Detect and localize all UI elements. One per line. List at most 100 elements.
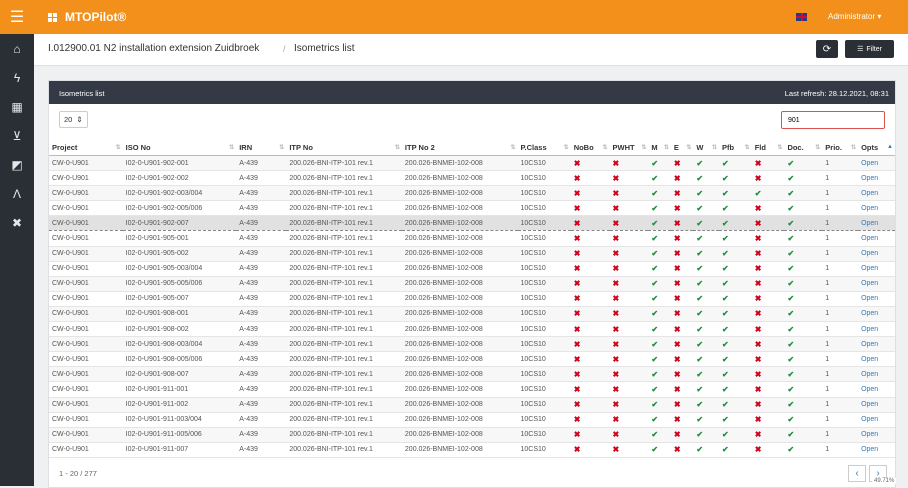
table-row[interactable]: CW-0-U901 I02-0-U901-902-005/006 A-439 200.… xyxy=(49,200,895,217)
brand[interactable]: MTOPilot® xyxy=(48,10,126,24)
open-link[interactable]: Open xyxy=(858,321,895,338)
table-cell: 200.026-BNMEI-102-008 xyxy=(401,230,518,247)
home-icon[interactable]: ⌂ xyxy=(13,41,21,56)
building-icon[interactable]: ▦ xyxy=(11,99,23,114)
column-header[interactable]: Project ⇅ xyxy=(49,140,123,156)
table-row[interactable]: CW-0-U901 I02-0-U901-902-002 A-439 200.026-… xyxy=(49,170,895,187)
search-input[interactable] xyxy=(781,111,885,129)
table-cell: 1 xyxy=(822,215,859,232)
table-row[interactable]: CW-0-U901 I02-0-U901-908-003/004 A-439 200.… xyxy=(49,336,895,353)
table-row[interactable]: CW-0-U901 I02-0-U901-902-007 A-439 200.026-… xyxy=(49,215,895,232)
open-link[interactable]: Open xyxy=(858,442,895,458)
open-link[interactable]: Open xyxy=(858,366,895,383)
table-row[interactable]: CW-0-U901 I02-0-U901-905-007 A-439 200.026-… xyxy=(49,291,895,307)
table-row[interactable]: CW-0-U901 I02-0-U901-911-002 A-439 200.026-… xyxy=(49,397,895,413)
open-link[interactable]: Open xyxy=(858,397,895,413)
road-icon[interactable]: Λ xyxy=(12,186,21,201)
column-header[interactable]: M ⇅ xyxy=(648,140,671,156)
open-link[interactable]: Open xyxy=(858,230,895,247)
language-flag-icon[interactable] xyxy=(796,13,807,21)
table-row[interactable]: CW-0-U901 I02-0-U901-908-005/006 A-439 200.… xyxy=(49,351,895,368)
user-menu[interactable]: Administrator ▾ xyxy=(828,12,882,21)
table-row[interactable]: CW-0-U901 I02-0-U901-905-003/004 A-439 200.… xyxy=(49,261,895,277)
table-cell: CW-0-U901 xyxy=(49,412,123,428)
table-row[interactable]: CW-0-U901 I02-0-U901-908-001 A-439 200.026-… xyxy=(49,306,895,323)
table-cell: 10CS10 xyxy=(517,366,571,383)
column-header[interactable]: PWHT ⇅ xyxy=(609,140,649,156)
table-cell: I02-0-U901-905-007 xyxy=(122,291,237,307)
open-link[interactable]: Open xyxy=(858,427,895,443)
table-cell: 200.026-BNI-ITP-101 rev.1 xyxy=(286,276,402,292)
table-row[interactable]: CW-0-U901 I02-0-U901-905-001 A-439 200.026-… xyxy=(49,230,895,247)
table-cell: 1 xyxy=(822,306,859,323)
table-cell: A-439 xyxy=(236,276,287,292)
cart-icon[interactable]: ⊻ xyxy=(12,128,22,143)
hamburger-menu-icon[interactable]: ☰ xyxy=(9,9,25,26)
column-header[interactable]: IRN ⇅ xyxy=(236,140,287,156)
filter-button[interactable]: ☰ Filter xyxy=(845,40,894,58)
cross-icon: ✖ xyxy=(570,155,610,172)
table-row[interactable]: CW-0-U901 I02-0-U901-911-001 A-439 200.026-… xyxy=(49,381,895,398)
open-link[interactable]: Open xyxy=(858,185,895,202)
table-cell: CW-0-U901 xyxy=(49,215,123,232)
table-cell: I02-0-U901-905-003/004 xyxy=(122,261,237,277)
table-cell: 200.026-BNMEI-102-008 xyxy=(401,442,518,458)
table-row[interactable]: CW-0-U901 I02-0-U901-902-001 A-439 200.026-… xyxy=(49,155,895,172)
lightning-icon[interactable]: ϟ xyxy=(13,70,21,85)
open-link[interactable]: Open xyxy=(858,155,895,172)
sort-icon: ⇅ xyxy=(602,145,608,151)
open-link[interactable]: Open xyxy=(858,200,895,217)
cross-icon: ✖ xyxy=(570,442,610,458)
open-link[interactable]: Open xyxy=(858,215,895,232)
column-header[interactable]: NoBo ⇅ xyxy=(570,140,610,156)
check-icon: ✔ xyxy=(693,306,719,323)
column-header[interactable]: Prio. ⇅ xyxy=(822,140,859,156)
column-header[interactable]: Fld ⇅ xyxy=(751,140,785,156)
open-link[interactable]: Open xyxy=(858,276,895,292)
table-cell: 200.026-BNMEI-102-008 xyxy=(401,366,518,383)
open-link[interactable]: Open xyxy=(858,336,895,353)
cross-icon: ✖ xyxy=(751,321,785,338)
table-row[interactable]: CW-0-U901 I02-0-U901-902-003/004 A-439 200.… xyxy=(49,185,895,202)
open-link[interactable]: Open xyxy=(858,412,895,428)
open-link[interactable]: Open xyxy=(858,261,895,277)
table-row[interactable]: CW-0-U901 I02-0-U901-905-005/006 A-439 200.… xyxy=(49,276,895,292)
column-header[interactable]: P.Class ⇅ xyxy=(517,140,571,156)
table-cell: A-439 xyxy=(236,366,287,383)
table-row[interactable]: CW-0-U901 I02-0-U901-911-005/006 A-439 200.… xyxy=(49,427,895,443)
table-row[interactable]: CW-0-U901 I02-0-U901-908-002 A-439 200.026-… xyxy=(49,321,895,338)
table-cell: 200.026-BNMEI-102-008 xyxy=(401,276,518,292)
column-header[interactable]: Pfb ⇅ xyxy=(718,140,752,156)
cross-icon: ✖ xyxy=(751,381,785,398)
table-cell: 1 xyxy=(822,170,859,187)
table-row[interactable]: CW-0-U901 I02-0-U901-905-002 A-439 200.026-… xyxy=(49,246,895,262)
column-header[interactable]: Doc. ⇅ xyxy=(784,140,823,156)
table-row[interactable]: CW-0-U901 I02-0-U901-911-003/004 A-439 200.… xyxy=(49,412,895,428)
column-header[interactable]: Opts ▲ xyxy=(858,140,895,156)
table-row[interactable]: CW-0-U901 I02-0-U901-911-007 A-439 200.026-… xyxy=(49,442,895,458)
chart-icon[interactable]: ◩ xyxy=(11,157,23,172)
column-header[interactable]: W ⇅ xyxy=(693,140,719,156)
table-cell: A-439 xyxy=(236,427,287,443)
check-icon: ✔ xyxy=(718,442,752,458)
column-header[interactable]: ITP No ⇅ xyxy=(286,140,402,156)
open-link[interactable]: Open xyxy=(858,381,895,398)
table-cell: 10CS10 xyxy=(517,291,571,307)
prev-page-button[interactable]: ‹ xyxy=(848,465,866,482)
open-link[interactable]: Open xyxy=(858,351,895,368)
table-row[interactable]: CW-0-U901 I02-0-U901-908-007 A-439 200.026-… xyxy=(49,366,895,383)
open-link[interactable]: Open xyxy=(858,306,895,323)
open-link[interactable]: Open xyxy=(858,246,895,262)
check-icon: ✔ xyxy=(648,291,671,307)
open-link[interactable]: Open xyxy=(858,291,895,307)
tools-icon[interactable]: ✖ xyxy=(11,215,23,230)
check-icon: ✔ xyxy=(784,442,823,458)
table-cell: 1 xyxy=(822,336,859,353)
column-header[interactable]: ISO No ⇅ xyxy=(122,140,237,156)
breadcrumb-project[interactable]: I.012900.01 N2 installation extension Zu… xyxy=(48,43,260,54)
open-link[interactable]: Open xyxy=(858,170,895,187)
column-header[interactable]: E ⇅ xyxy=(670,140,694,156)
refresh-button[interactable]: ⟳ xyxy=(816,40,838,58)
page-size-select[interactable]: 20 ⇕ xyxy=(59,111,88,128)
column-header[interactable]: ITP No 2 ⇅ xyxy=(401,140,518,156)
